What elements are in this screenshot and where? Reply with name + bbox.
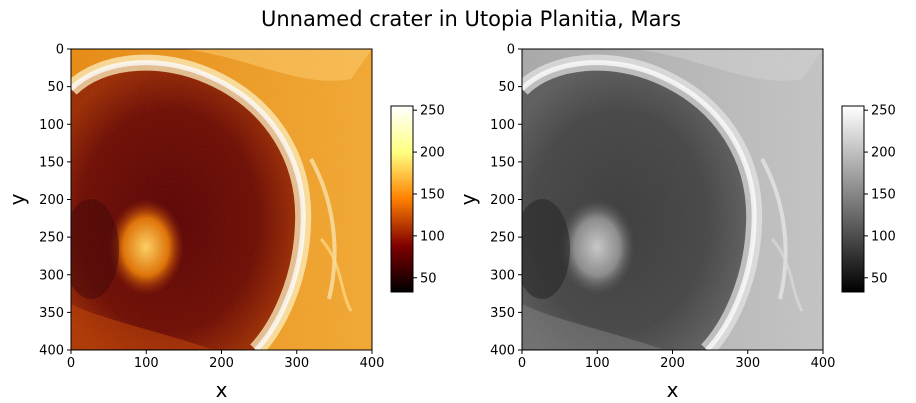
heatmap-panel-gray: 0 100 200 300 400050100150200250300350400xy … xyxy=(456,43,896,403)
y-tick-label: 300 xyxy=(490,268,515,283)
y-axis-label: y xyxy=(456,193,480,205)
y-tick-label: 150 xyxy=(39,155,64,170)
x-tick-label: 300 xyxy=(284,356,309,371)
x-tick-label: 400 xyxy=(811,356,836,371)
y-tick-label: 50 xyxy=(47,80,64,95)
y-tick-label: 250 xyxy=(39,231,64,246)
x-tick-label: 0 xyxy=(67,356,75,371)
colorbar-tick-label: 100 xyxy=(871,229,896,244)
y-tick-label: 100 xyxy=(39,118,64,133)
colorbar-tick-label: 200 xyxy=(871,146,896,161)
heatmap-image-gray xyxy=(522,49,823,350)
colorbar-afmhot: 50 100 150 200 250 xyxy=(390,104,445,293)
colorbar-tick-label: 250 xyxy=(420,104,445,119)
figure-title: Unnamed crater in Utopia Planitia, Mars xyxy=(261,7,681,31)
x-axis-label: x xyxy=(216,378,228,402)
y-axis-label: y xyxy=(5,193,29,205)
colorbar-tick-label: 200 xyxy=(420,146,445,161)
y-tick-label: 150 xyxy=(490,155,515,170)
x-tick-label: 100 xyxy=(134,356,159,371)
colorbar-tick-label: 150 xyxy=(420,187,445,202)
y-tick-label: 0 xyxy=(56,43,64,58)
colorbar-gray: 50 100 150 200 250 xyxy=(841,104,896,293)
y-tick-label: 200 xyxy=(39,193,64,208)
y-tick-label: 50 xyxy=(498,80,515,95)
y-tick-label: 300 xyxy=(39,268,64,283)
y-tick-label: 200 xyxy=(490,193,515,208)
y-tick-label: 100 xyxy=(490,118,515,133)
x-tick-label: 100 xyxy=(585,356,610,371)
x-tick-label: 300 xyxy=(735,356,760,371)
colorbar-tick-label: 50 xyxy=(871,271,888,286)
y-tick-label: 350 xyxy=(39,306,64,321)
y-tick-label: 350 xyxy=(490,306,515,321)
colorbar-tick-label: 150 xyxy=(871,187,896,202)
y-tick-label: 400 xyxy=(39,344,64,359)
colorbar-tick-label: 100 xyxy=(420,229,445,244)
heatmap-image-afmhot xyxy=(71,49,372,350)
x-tick-label: 0 xyxy=(518,356,526,371)
y-tick-label: 400 xyxy=(490,344,515,359)
x-axis-label: x xyxy=(667,378,679,402)
colorbar-tick-label: 250 xyxy=(871,104,896,119)
y-tick-label: 0 xyxy=(507,43,515,58)
x-tick-label: 200 xyxy=(209,356,234,371)
x-tick-label: 200 xyxy=(660,356,685,371)
colorbar-tick-label: 50 xyxy=(420,271,437,286)
y-tick-label: 250 xyxy=(490,231,515,246)
x-tick-label: 400 xyxy=(360,356,385,371)
heatmap-panel-afmhot: 0 100 200 300 400050100150200250300350400xy … xyxy=(5,43,445,403)
